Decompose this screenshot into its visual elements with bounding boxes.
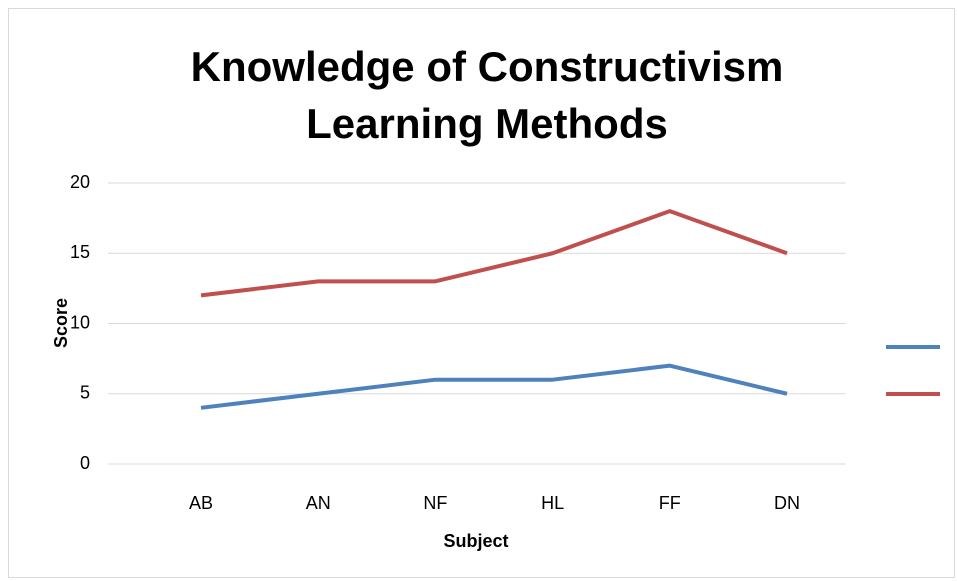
chart-title: Knowledge of Constructivism Learning Met… (190, 43, 784, 147)
x-tick-label: AB (189, 493, 213, 513)
series-line (200, 209, 788, 298)
x-tick-label: AN (306, 493, 331, 513)
x-axis-label: Subject (443, 531, 508, 551)
series-line (200, 363, 788, 410)
x-tick-label: FF (659, 493, 681, 513)
y-tick-label: 5 (80, 383, 90, 403)
x-tick-label: DN (774, 493, 800, 513)
y-tick-label: 0 (80, 453, 90, 473)
y-axis-label: Score (51, 298, 71, 348)
chart-border (8, 8, 955, 578)
x-tick-label: NF (423, 493, 447, 513)
y-tick-label: 20 (70, 172, 90, 192)
y-tick-label: 15 (70, 242, 90, 262)
y-tick-label: 10 (70, 312, 90, 332)
x-tick-label: HL (541, 493, 564, 513)
